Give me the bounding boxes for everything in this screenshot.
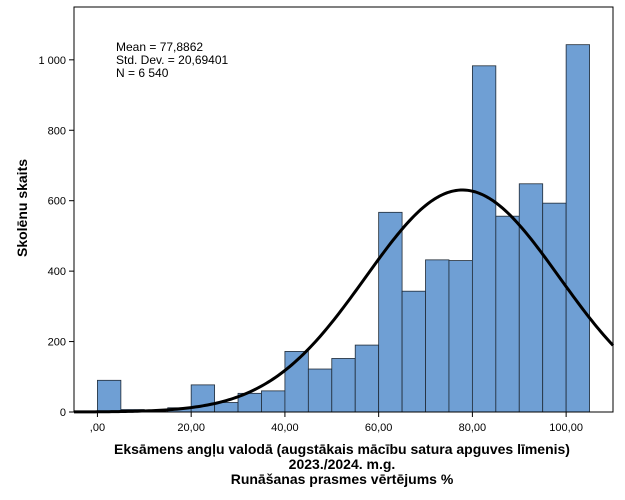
histogram-bar <box>471 65 497 413</box>
histogram-bar <box>448 260 473 413</box>
stats-n: N = 6 540 <box>116 66 169 80</box>
histogram-bar <box>495 215 520 413</box>
plot-frame <box>73 6 614 413</box>
histogram-bar <box>307 368 333 413</box>
y-tick-label: 400 <box>48 266 66 278</box>
y-tick-label: 800 <box>48 125 66 137</box>
y-tick-label: 1 000 <box>38 55 66 67</box>
y-tick-label: 600 <box>48 196 66 208</box>
stats-std-dev: Std. Dev. = 20,69401 <box>116 53 229 67</box>
x-axis-title-line-3: Runāšanas prasmes vērtējums % <box>231 471 454 487</box>
y-tick-label: 200 <box>48 337 66 349</box>
histogram-bar <box>97 379 122 413</box>
x-axis: ,00 20,00 40,00 60,00 80,00 100,00 <box>90 412 583 434</box>
y-axis: 0 200 400 600 800 1 000 <box>38 55 74 419</box>
x-tick-label: 20,00 <box>177 422 205 434</box>
histogram-bar <box>261 390 286 413</box>
x-tick-label: 40,00 <box>271 422 299 434</box>
histogram-bar <box>425 259 450 413</box>
histogram-bar <box>565 44 590 413</box>
histogram-bar <box>354 344 380 413</box>
stats-mean: Mean = 77,8862 <box>116 40 203 54</box>
y-tick-label: 0 <box>60 407 66 419</box>
x-tick-label: 60,00 <box>365 422 393 434</box>
x-axis-title-line-1: Eksāmens angļu valodā (augstākais mācību… <box>114 441 570 457</box>
x-tick-label: ,00 <box>90 422 105 434</box>
histogram-bar <box>542 202 567 413</box>
x-tick-label: 80,00 <box>459 422 487 434</box>
normal-curve <box>73 188 615 414</box>
x-axis-title-line-2: 2023./2024. m.g. <box>289 456 396 472</box>
histogram-bar <box>518 183 544 413</box>
histogram-bar <box>401 290 426 413</box>
y-axis-title: Skolēnu skaits <box>14 159 30 257</box>
histogram-bar <box>331 358 356 413</box>
x-tick-label: 100,00 <box>549 422 583 434</box>
